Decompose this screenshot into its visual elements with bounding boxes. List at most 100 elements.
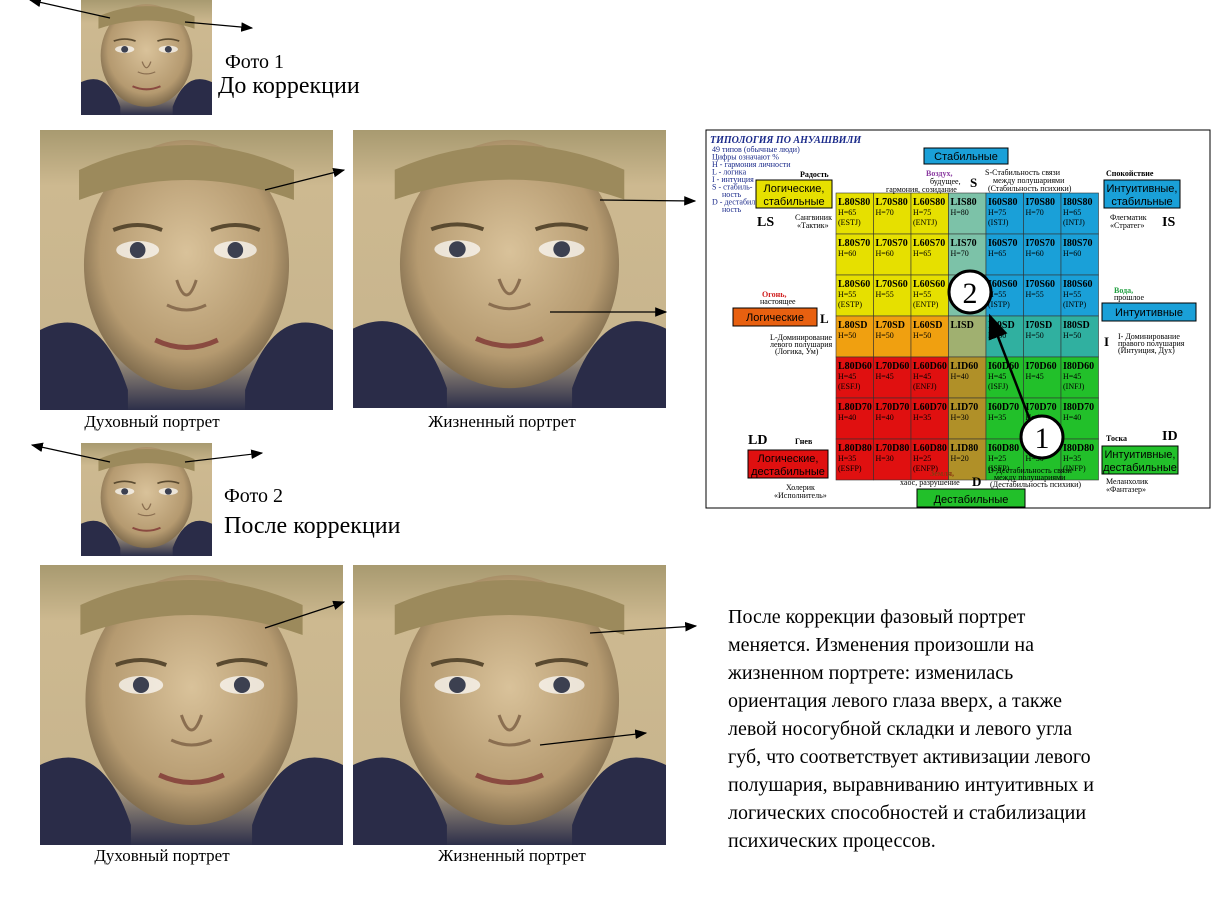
cell-name: L60D60 <box>913 361 947 372</box>
paragraph-line: логических способностей и стабилизации <box>728 802 1086 824</box>
grid-cell <box>1060 233 1099 276</box>
cell-text: H=30 <box>951 413 969 422</box>
cell-text: H=70 <box>1026 208 1044 217</box>
cell-name: L70D80 <box>876 443 910 454</box>
caption: Жизненный портрет <box>438 846 586 865</box>
paragraph-line: меняется. Изменения произошли на <box>728 634 1034 656</box>
cell-name: I60S70 <box>988 238 1017 249</box>
grid-cell <box>910 356 949 399</box>
grid-cell <box>1023 356 1062 399</box>
photo-title: Фото 2 <box>224 485 283 507</box>
label: S-Стабильность связи <box>985 168 1061 177</box>
paragraph-line: После коррекции фазовый портрет <box>728 606 1026 628</box>
grid-cell <box>948 438 987 481</box>
cell-text: H=55 <box>1063 290 1081 299</box>
cell-text: (ISTJ) <box>988 218 1009 227</box>
cell-name: L80S80 <box>838 197 870 208</box>
label: прошлое <box>1114 293 1145 302</box>
label: I- Доминирование <box>1118 332 1180 341</box>
cell-name: L70SD <box>876 320 905 331</box>
legend-line: H - гармония личности <box>712 160 791 169</box>
label: Логические, <box>764 183 825 195</box>
cell-name: I80D70 <box>1063 402 1094 413</box>
paragraph-line: психических процессов. <box>728 830 936 852</box>
box <box>1101 445 1179 475</box>
cell-name: I70D60 <box>1026 361 1057 372</box>
cell-text: H=50 <box>913 331 931 340</box>
photo-1-small <box>81 0 212 115</box>
cell-name: I80D60 <box>1063 361 1094 372</box>
label: правого полушария <box>1118 339 1185 348</box>
label: Стабильные <box>934 151 998 163</box>
label: Интуитивные, <box>1105 449 1176 461</box>
cell-text: H=30 <box>876 454 894 463</box>
cell-text: H=40 <box>838 413 856 422</box>
grid-cell <box>985 192 1024 235</box>
cell-name: LID60 <box>951 361 979 372</box>
grid-cell <box>910 397 949 440</box>
label: Тоска <box>1106 434 1127 443</box>
cell-text: H=40 <box>876 413 894 422</box>
box <box>1103 179 1181 209</box>
quadrant-label: IS <box>1162 215 1175 230</box>
photo-subtitle: До коррекции <box>218 73 360 99</box>
cell-text: (INFP) <box>1063 464 1086 473</box>
cell-name: LISD <box>951 320 974 331</box>
cell-name: I70SD <box>1026 320 1053 331</box>
cell-text: (ESFJ) <box>838 382 861 391</box>
cell-text: H=65 <box>838 208 856 217</box>
grid-cell <box>873 233 912 276</box>
cell-text: (ISTP) <box>988 300 1010 309</box>
cell-name: LID80 <box>951 443 979 454</box>
cell-text: H=55 <box>838 290 856 299</box>
grid-cell <box>835 274 874 317</box>
cell-name: L70S60 <box>876 279 908 290</box>
cell-name: I60S80 <box>988 197 1017 208</box>
photo-2-spiritual <box>40 565 343 845</box>
label: Холерик <box>786 483 815 492</box>
label: «Фантазер» <box>1106 485 1146 494</box>
grid-cell <box>1023 192 1062 235</box>
cell-text: (ISFP) <box>988 464 1010 473</box>
cell-text: H=50 <box>1063 331 1081 340</box>
diagram-legend: 49 типов (обычные люди)Цифры означают %H… <box>712 145 800 214</box>
marker-label: 1 <box>1035 422 1050 455</box>
photo-title: Фото 1 <box>225 51 284 73</box>
box <box>916 488 1026 508</box>
label: Радость <box>800 170 829 179</box>
box <box>923 147 1009 165</box>
cell-name: L70D60 <box>876 361 910 372</box>
cell-text: (ENFJ) <box>913 382 937 391</box>
grid-cell <box>1060 274 1099 317</box>
cell-text: H=35 <box>913 413 931 422</box>
legend-line: I - интуиция <box>712 175 754 184</box>
paragraph-line: левой носогубной складки и левого угла <box>728 718 1072 740</box>
caption: Духовный портрет <box>94 846 230 865</box>
label: Воздух, <box>926 169 952 178</box>
legend-line: D - дестабиль- <box>712 198 762 207</box>
grid-cell <box>835 397 874 440</box>
cell-text: H=55 <box>876 290 894 299</box>
cell-text: H=60 <box>1026 249 1044 258</box>
label: левого полушария <box>770 340 833 349</box>
grid-cell <box>873 274 912 317</box>
label: (Логика, Ум) <box>775 347 819 356</box>
cell-text: H=45 <box>988 372 1006 381</box>
label: Сангвиник <box>795 213 832 222</box>
box <box>747 449 829 479</box>
arrows <box>28 0 698 746</box>
cell-text: H=75 <box>913 208 931 217</box>
cell-name: L60S70 <box>913 238 945 249</box>
cell-name: L80SD <box>838 320 867 331</box>
cell-name: I60S60 <box>988 279 1017 290</box>
quadrant-label: LS <box>757 215 774 230</box>
cell-text: (ESTP) <box>838 300 862 309</box>
paragraph-line: ориентация левого глаза вверх, а также <box>728 690 1062 712</box>
cell-name: I70D70 <box>1026 402 1057 413</box>
label: Спокойствие <box>1106 169 1154 178</box>
cell-text: (ENTJ) <box>913 218 937 227</box>
cell-name: LID70 <box>951 402 979 413</box>
cell-text: H=70 <box>951 249 969 258</box>
label: Логические <box>746 312 804 324</box>
cell-name: L80D60 <box>838 361 872 372</box>
